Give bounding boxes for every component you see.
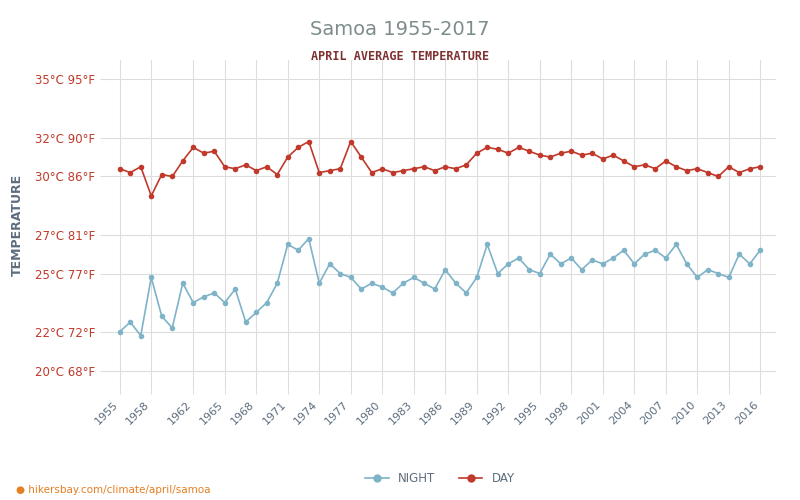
Text: Samoa 1955-2017: Samoa 1955-2017 — [310, 20, 490, 39]
Legend: NIGHT, DAY: NIGHT, DAY — [360, 468, 520, 489]
Y-axis label: TEMPERATURE: TEMPERATURE — [10, 174, 23, 276]
Text: ● hikersbay.com/climate/april/samoa: ● hikersbay.com/climate/april/samoa — [16, 485, 210, 495]
Text: APRIL AVERAGE TEMPERATURE: APRIL AVERAGE TEMPERATURE — [311, 50, 489, 63]
